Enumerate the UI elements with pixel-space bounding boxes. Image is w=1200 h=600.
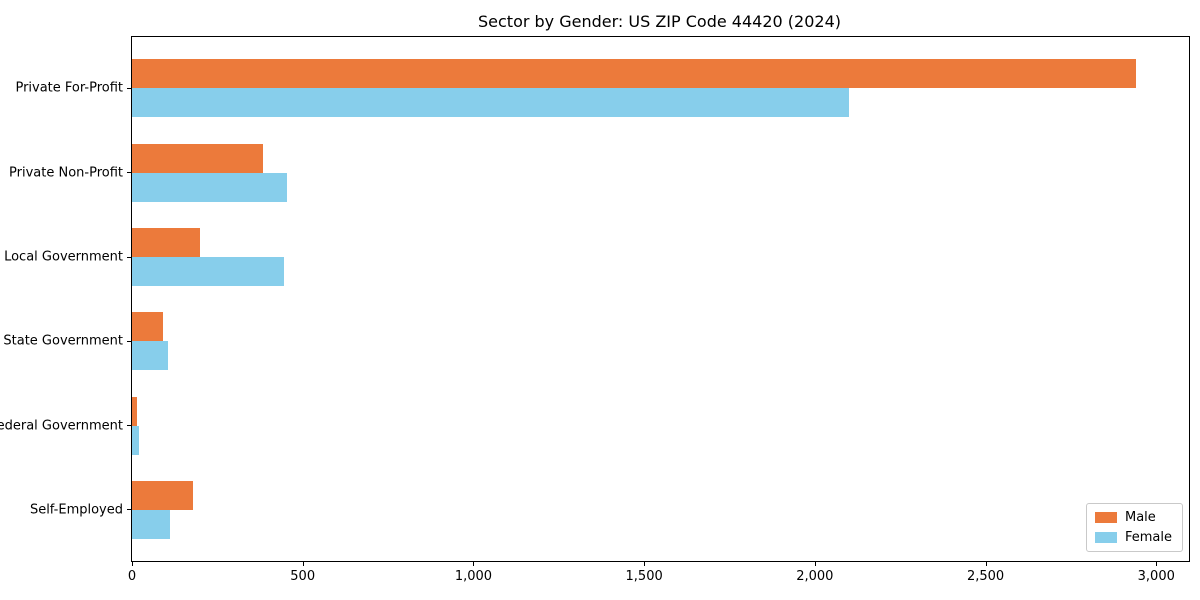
y-tick-mark xyxy=(127,425,132,427)
y-tick-mark xyxy=(127,256,132,258)
x-tick-label-3000: 3,000 xyxy=(1137,569,1175,584)
legend-label-male: Male xyxy=(1124,510,1156,525)
bar-male-federal-government xyxy=(132,396,138,426)
y-tick-label-state-government: State Government xyxy=(3,333,123,349)
y-tick-mark xyxy=(127,340,132,342)
legend-swatch-female xyxy=(1094,532,1117,543)
legend: Male Female xyxy=(1085,503,1183,552)
y-tick-mark xyxy=(127,87,132,89)
y-tick-mark xyxy=(127,172,132,174)
x-tick-label-1500: 1,500 xyxy=(625,569,663,584)
y-tick-label-private-non-profit: Private Non-Profit xyxy=(9,165,123,181)
x-tick-mark xyxy=(132,561,133,566)
bar-female-self-employed xyxy=(132,509,170,539)
x-tick-label-1000: 1,000 xyxy=(454,569,493,584)
bar-male-state-government xyxy=(132,312,163,342)
x-tick-mark xyxy=(473,561,475,566)
bar-female-private-for-profit xyxy=(132,88,849,118)
chart-title: Sector by Gender: US ZIP Code 44420 (202… xyxy=(478,12,841,31)
x-tick-label-0: 0 xyxy=(127,569,137,584)
y-tick-mark xyxy=(127,509,132,511)
y-tick-label-private-for-profit: Private For-Profit xyxy=(15,80,123,96)
bar-male-self-employed xyxy=(132,480,194,510)
legend-entry-male: Male xyxy=(1094,510,1172,525)
legend-entry-female: Female xyxy=(1094,530,1172,545)
x-tick-mark xyxy=(814,561,816,566)
bar-female-federal-government xyxy=(132,425,139,455)
y-tick-label-local-government: Local Government xyxy=(4,249,123,265)
bar-male-local-government xyxy=(132,228,201,257)
legend-label-female: Female xyxy=(1124,530,1172,545)
x-tick-mark xyxy=(1156,561,1158,566)
x-tick-mark xyxy=(302,561,304,566)
bar-male-private-non-profit xyxy=(132,143,264,173)
legend-swatch-male xyxy=(1094,512,1117,523)
bar-female-state-government xyxy=(132,341,168,371)
bar-female-private-non-profit xyxy=(132,172,288,202)
y-tick-label-federal-government: Federal Government xyxy=(0,418,123,434)
x-tick-label-2500: 2,500 xyxy=(966,569,1005,584)
x-tick-label-2000: 2,000 xyxy=(796,569,834,584)
x-tick-mark xyxy=(644,561,646,566)
x-tick-label-500: 500 xyxy=(290,569,316,584)
x-tick-mark xyxy=(985,561,987,566)
y-tick-label-self-employed: Self-Employed xyxy=(29,502,123,518)
bar-male-private-for-profit xyxy=(132,59,1136,89)
bar-female-local-government xyxy=(132,257,284,286)
plot-area: Private For-Profit Private Non-Profit Loca… xyxy=(0,36,1190,584)
